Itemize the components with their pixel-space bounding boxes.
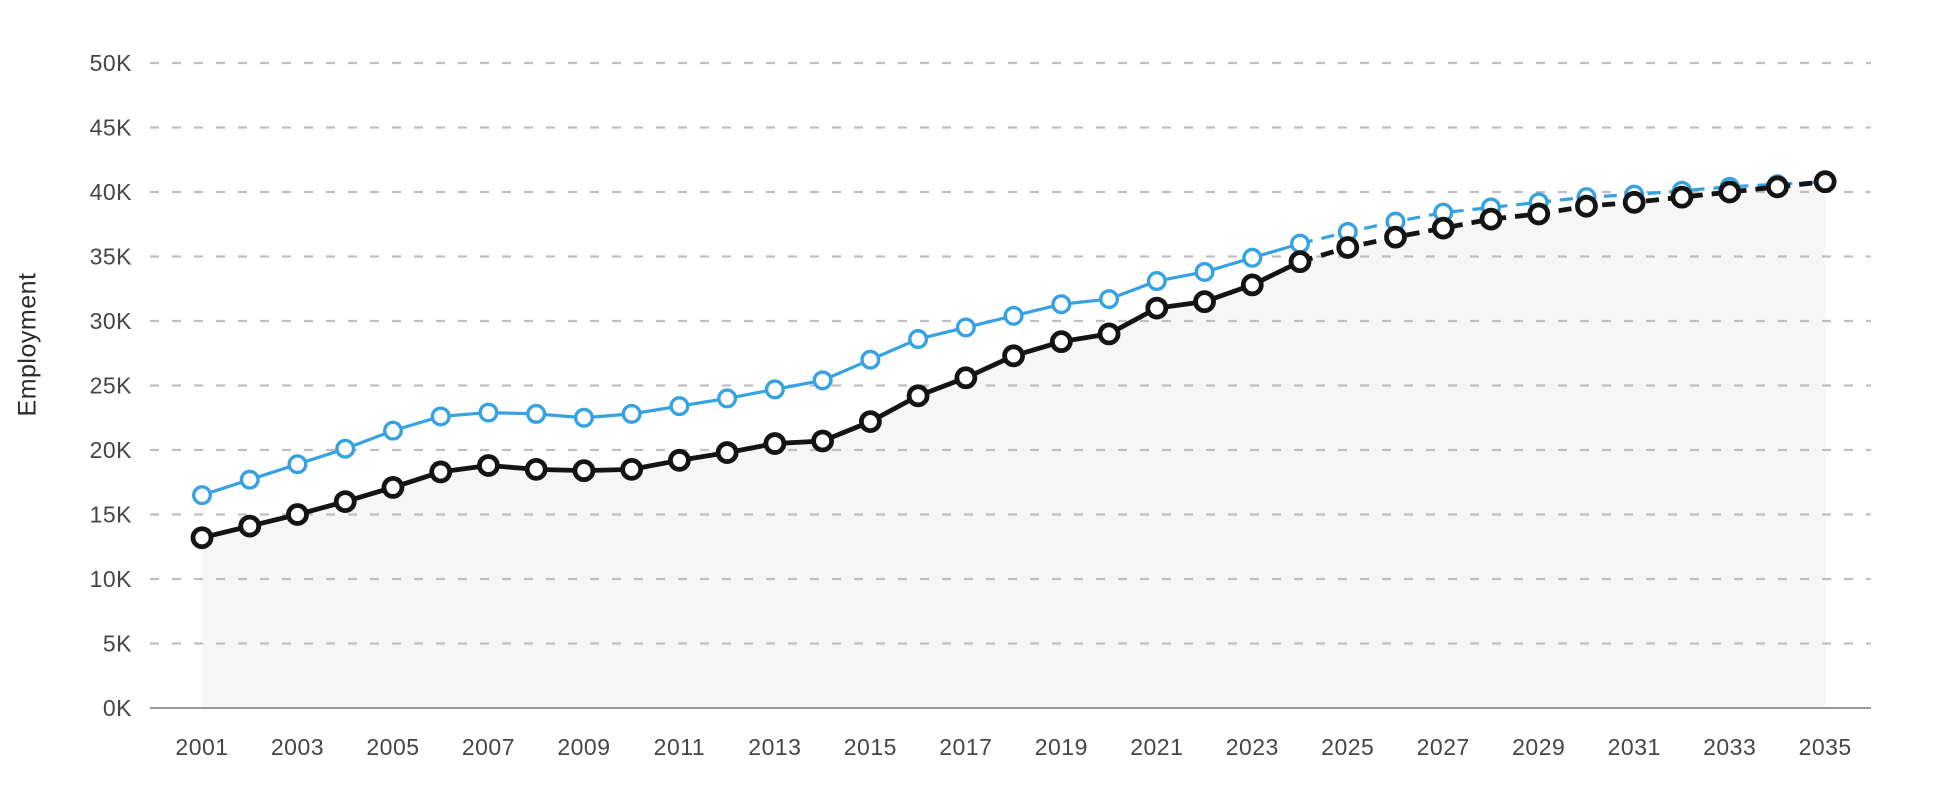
y-tick-label: 40K	[90, 179, 133, 205]
series-blue-marker	[1051, 294, 1072, 315]
series-blue-marker	[335, 438, 356, 459]
series-blue-marker	[287, 454, 308, 475]
series-blue-marker	[860, 349, 881, 370]
series-black-marker	[1622, 190, 1646, 214]
series-blue-marker	[1003, 305, 1024, 326]
x-tick-label: 2001	[175, 734, 228, 760]
series-black-marker	[858, 410, 882, 434]
x-tick-label: 2031	[1608, 734, 1661, 760]
series-blue-marker	[621, 403, 642, 424]
series-blue-marker	[908, 329, 929, 350]
series-black-marker	[954, 366, 978, 390]
series-black-marker	[477, 454, 500, 477]
y-axis-title: Employment	[13, 272, 42, 417]
series-blue-marker	[1146, 271, 1167, 292]
y-tick-label: 10K	[90, 566, 133, 592]
series-black-area-fill	[202, 181, 1826, 708]
series-black-marker	[1002, 344, 1025, 368]
series-blue-marker	[1242, 247, 1263, 268]
x-tick-label: 2035	[1799, 734, 1852, 760]
y-tick-label: 15K	[90, 502, 133, 528]
x-tick-label: 2011	[654, 734, 705, 760]
x-tick-label: 2009	[557, 734, 610, 760]
series-black-marker	[1813, 170, 1837, 194]
series-black-marker	[1049, 330, 1073, 354]
y-tick-label: 25K	[90, 373, 133, 399]
x-tick-label: 2027	[1417, 734, 1470, 760]
series-black-marker	[238, 514, 262, 538]
series-black-marker	[763, 432, 787, 455]
series-blue-marker	[239, 469, 260, 490]
series-black-marker	[381, 476, 405, 499]
series-black-marker	[286, 503, 309, 526]
series-blue-marker	[382, 420, 403, 441]
y-tick-label: 0K	[103, 695, 132, 721]
x-tick-label: 2025	[1321, 734, 1374, 760]
series-blue-marker	[1290, 233, 1311, 254]
series-blue-marker	[1194, 261, 1215, 282]
series-blue-marker	[764, 379, 785, 400]
series-black-marker	[1766, 175, 1789, 199]
series-black-marker	[1527, 202, 1551, 226]
x-tick-label: 2021	[1130, 734, 1183, 760]
series-black-marker	[620, 457, 644, 481]
series-blue-marker	[478, 402, 499, 423]
series-black-marker	[1718, 180, 1742, 204]
y-tick-label: 45K	[90, 115, 133, 141]
series-black-marker	[1479, 207, 1503, 231]
series-blue-marker	[955, 317, 976, 338]
series-black-marker	[1145, 296, 1169, 320]
series-black-marker	[572, 459, 596, 483]
series-black-marker	[1575, 194, 1598, 218]
series-black-marker	[811, 429, 835, 453]
x-tick-label: 2023	[1226, 734, 1279, 760]
x-tick-label: 2015	[844, 734, 897, 760]
series-black-marker	[1097, 322, 1121, 346]
y-tick-label: 50K	[90, 50, 133, 76]
series-blue-marker	[573, 407, 594, 428]
x-tick-label: 2007	[462, 734, 515, 760]
series-black-marker	[668, 448, 691, 472]
y-tick-label: 20K	[90, 437, 133, 463]
series-black-marker	[1384, 225, 1407, 249]
series-black-marker	[906, 384, 930, 408]
series-blue-marker	[1099, 289, 1120, 310]
series-black-marker	[1431, 216, 1455, 240]
series-black-marker	[1670, 185, 1694, 209]
series-black-marker	[524, 457, 548, 481]
series-blue-marker	[717, 388, 738, 409]
series-blue-marker	[812, 370, 833, 391]
series-black-marker	[1336, 236, 1360, 259]
y-tick-label: 5K	[103, 631, 132, 657]
series-black-marker	[1193, 290, 1216, 314]
x-tick-label: 2013	[748, 734, 801, 760]
x-tick-label: 2017	[939, 734, 992, 760]
x-tick-label: 2033	[1703, 734, 1756, 760]
x-tick-label: 2019	[1035, 734, 1088, 760]
series-black-marker	[715, 441, 739, 464]
x-tick-label: 2029	[1512, 734, 1565, 760]
x-tick-label: 2003	[271, 734, 324, 760]
series-black-marker	[1288, 250, 1312, 274]
series-blue-marker	[669, 396, 690, 417]
series-black-marker	[333, 490, 357, 514]
series-blue-marker	[526, 403, 547, 424]
series-blue-marker	[430, 406, 451, 427]
series-black-marker	[1240, 273, 1264, 297]
x-tick-label: 2005	[366, 734, 419, 760]
y-tick-label: 30K	[90, 308, 133, 334]
series-black-marker	[429, 460, 453, 484]
series-blue-marker	[191, 485, 212, 506]
series-black-marker	[190, 526, 214, 550]
y-tick-label: 35K	[90, 244, 133, 270]
